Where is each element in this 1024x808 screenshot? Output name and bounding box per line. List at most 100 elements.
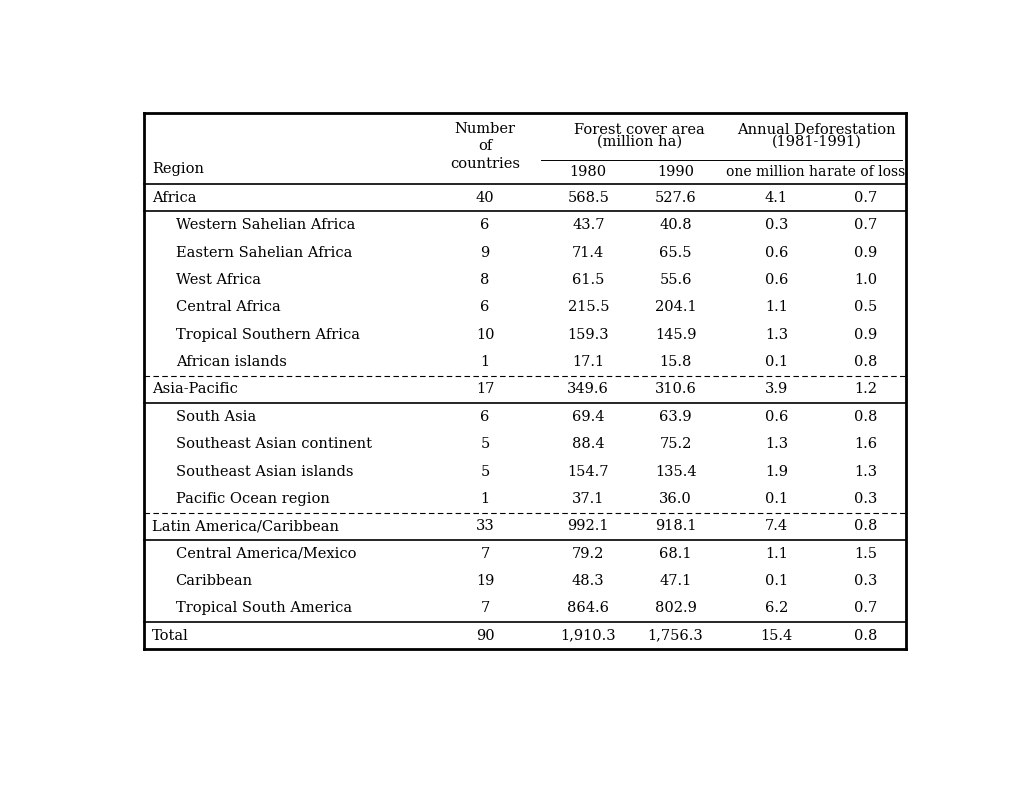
Text: 3.9: 3.9 <box>765 382 788 397</box>
Text: 1.9: 1.9 <box>765 465 787 478</box>
Text: Region: Region <box>152 162 204 175</box>
Text: 0.5: 0.5 <box>854 301 878 314</box>
Text: 15.4: 15.4 <box>760 629 793 642</box>
Text: 310.6: 310.6 <box>654 382 696 397</box>
Text: 0.7: 0.7 <box>854 601 878 616</box>
Text: 79.2: 79.2 <box>572 547 604 561</box>
Text: 0.8: 0.8 <box>854 355 878 369</box>
Text: 0.1: 0.1 <box>765 355 787 369</box>
Text: 568.5: 568.5 <box>567 191 609 204</box>
Text: 15.8: 15.8 <box>659 355 692 369</box>
Text: 0.3: 0.3 <box>854 574 878 588</box>
Text: 61.5: 61.5 <box>572 273 604 287</box>
Text: 0.7: 0.7 <box>854 218 878 232</box>
Text: 1.3: 1.3 <box>765 437 787 451</box>
Text: South Asia: South Asia <box>176 410 256 423</box>
Text: 17: 17 <box>476 382 495 397</box>
Text: 68.1: 68.1 <box>659 547 692 561</box>
Text: 0.6: 0.6 <box>765 410 788 423</box>
Text: 992.1: 992.1 <box>567 520 609 533</box>
Text: 9: 9 <box>480 246 489 259</box>
Text: 19: 19 <box>476 574 495 588</box>
Text: Tropical South America: Tropical South America <box>176 601 351 616</box>
Text: 0.6: 0.6 <box>765 246 788 259</box>
Text: 0.8: 0.8 <box>854 629 878 642</box>
Text: Caribbean: Caribbean <box>176 574 253 588</box>
Text: 33: 33 <box>476 520 495 533</box>
Text: 40: 40 <box>476 191 495 204</box>
Text: 36.0: 36.0 <box>659 492 692 506</box>
Text: 0.8: 0.8 <box>854 410 878 423</box>
Text: 8: 8 <box>480 273 489 287</box>
Text: Pacific Ocean region: Pacific Ocean region <box>176 492 330 506</box>
Text: African islands: African islands <box>176 355 287 369</box>
Text: 55.6: 55.6 <box>659 273 692 287</box>
Text: Southeast Asian continent: Southeast Asian continent <box>176 437 372 451</box>
Text: 63.9: 63.9 <box>659 410 692 423</box>
Text: 1,910.3: 1,910.3 <box>560 629 616 642</box>
Text: 1: 1 <box>480 492 489 506</box>
Text: 1.2: 1.2 <box>855 382 878 397</box>
Text: 204.1: 204.1 <box>654 301 696 314</box>
Text: 1.3: 1.3 <box>854 465 878 478</box>
Text: Western Sahelian Africa: Western Sahelian Africa <box>176 218 355 232</box>
Text: Total: Total <box>152 629 188 642</box>
Text: 4.1: 4.1 <box>765 191 787 204</box>
Text: 802.9: 802.9 <box>654 601 696 616</box>
Text: 1.5: 1.5 <box>855 547 878 561</box>
Text: 47.1: 47.1 <box>659 574 691 588</box>
Text: 0.8: 0.8 <box>854 520 878 533</box>
Text: 6.2: 6.2 <box>765 601 788 616</box>
Text: 159.3: 159.3 <box>567 327 609 342</box>
Text: 40.8: 40.8 <box>659 218 692 232</box>
Text: one million ha: one million ha <box>726 166 826 179</box>
Text: 0.3: 0.3 <box>854 492 878 506</box>
Text: rate of loss: rate of loss <box>827 166 905 179</box>
Text: 1.1: 1.1 <box>765 301 787 314</box>
Text: 71.4: 71.4 <box>572 246 604 259</box>
Text: 7: 7 <box>480 601 489 616</box>
Text: Asia-Pacific: Asia-Pacific <box>152 382 238 397</box>
Text: 215.5: 215.5 <box>567 301 609 314</box>
Text: (million ha): (million ha) <box>597 135 682 149</box>
Text: Annual Deforestation: Annual Deforestation <box>737 123 896 137</box>
Text: 154.7: 154.7 <box>567 465 609 478</box>
Text: Eastern Sahelian Africa: Eastern Sahelian Africa <box>176 246 352 259</box>
Text: 17.1: 17.1 <box>572 355 604 369</box>
Text: 0.6: 0.6 <box>765 273 788 287</box>
Text: 6: 6 <box>480 218 489 232</box>
Text: West Africa: West Africa <box>176 273 261 287</box>
Text: 1990: 1990 <box>657 166 694 179</box>
Text: 69.4: 69.4 <box>572 410 604 423</box>
Text: 48.3: 48.3 <box>572 574 604 588</box>
Text: 43.7: 43.7 <box>572 218 604 232</box>
Text: 5: 5 <box>480 437 489 451</box>
Text: Central America/Mexico: Central America/Mexico <box>176 547 356 561</box>
Text: 1.6: 1.6 <box>854 437 878 451</box>
Text: 65.5: 65.5 <box>659 246 692 259</box>
Text: 918.1: 918.1 <box>654 520 696 533</box>
Text: 1,756.3: 1,756.3 <box>648 629 703 642</box>
Text: 6: 6 <box>480 301 489 314</box>
Text: 7: 7 <box>480 547 489 561</box>
Text: 10: 10 <box>476 327 495 342</box>
Text: 0.7: 0.7 <box>854 191 878 204</box>
Text: 145.9: 145.9 <box>654 327 696 342</box>
Text: (1981-1991): (1981-1991) <box>771 135 861 149</box>
Text: 90: 90 <box>476 629 495 642</box>
Text: 1.1: 1.1 <box>765 547 787 561</box>
Text: 0.1: 0.1 <box>765 492 787 506</box>
Text: 135.4: 135.4 <box>654 465 696 478</box>
Text: Africa: Africa <box>152 191 197 204</box>
Text: Latin America/Caribbean: Latin America/Caribbean <box>152 520 339 533</box>
Text: 1.3: 1.3 <box>765 327 787 342</box>
Text: Number
of
countries: Number of countries <box>451 122 520 170</box>
Text: 349.6: 349.6 <box>567 382 609 397</box>
Text: 1: 1 <box>480 355 489 369</box>
Text: 0.9: 0.9 <box>854 327 878 342</box>
Text: 37.1: 37.1 <box>572 492 604 506</box>
Text: 0.1: 0.1 <box>765 574 787 588</box>
Text: Central Africa: Central Africa <box>176 301 281 314</box>
Text: Southeast Asian islands: Southeast Asian islands <box>176 465 353 478</box>
Text: 88.4: 88.4 <box>572 437 604 451</box>
